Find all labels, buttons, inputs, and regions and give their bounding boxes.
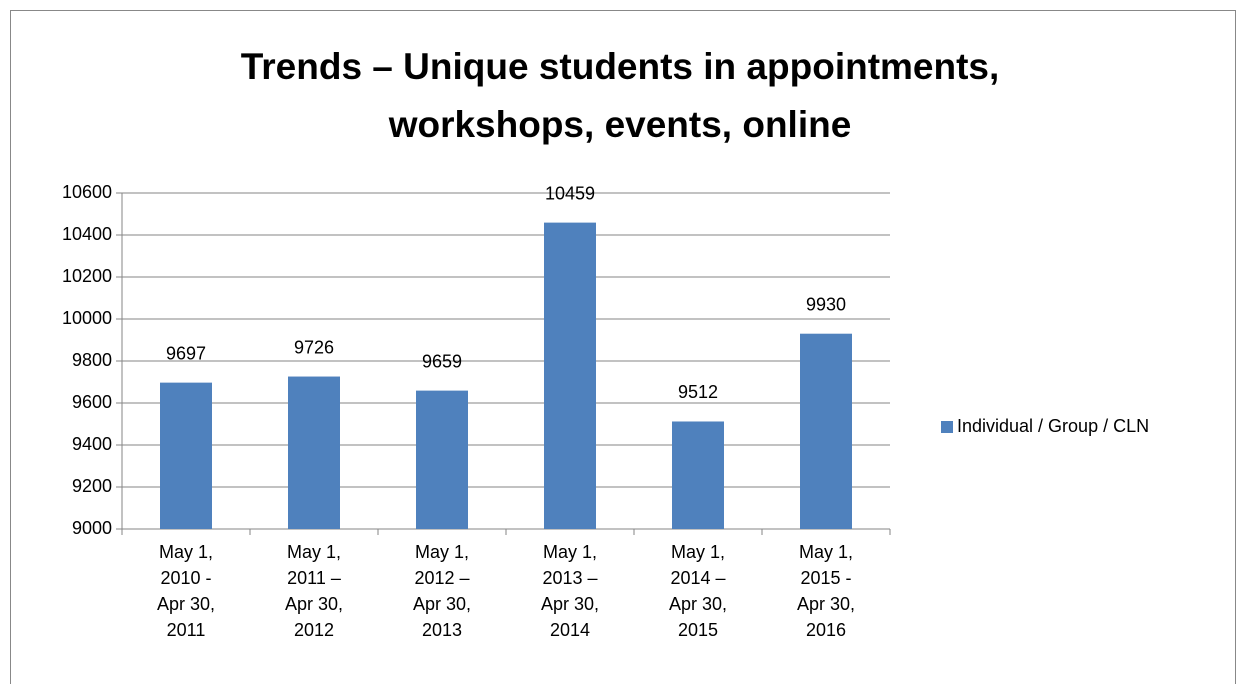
x-tick-label: May 1, 2011 – Apr 30, 2012 xyxy=(284,542,344,640)
data-label: 9697 xyxy=(166,343,206,363)
x-tick-label: May 1, 2013 – Apr 30, 2014 xyxy=(540,542,600,640)
bar xyxy=(416,390,468,529)
data-label: 10459 xyxy=(545,183,595,203)
y-tick-label: 9000 xyxy=(72,518,112,538)
chart-frame xyxy=(10,10,1236,684)
data-label: 9512 xyxy=(678,382,718,402)
y-tick-label: 10000 xyxy=(62,308,112,328)
data-label: 9659 xyxy=(422,351,462,371)
bar xyxy=(288,376,340,529)
bar xyxy=(160,382,212,529)
data-label: 9726 xyxy=(294,337,334,357)
y-tick-label: 9600 xyxy=(72,392,112,412)
legend-swatch xyxy=(941,421,953,433)
y-tick-label: 9400 xyxy=(72,434,112,454)
x-tick-label: May 1, 2010 - Apr 30, 2011 xyxy=(156,542,216,640)
bar xyxy=(672,421,724,529)
chart-title: Trends – Unique students in appointments… xyxy=(240,46,1000,145)
y-tick-label: 10600 xyxy=(62,182,112,202)
y-tick-label: 10200 xyxy=(62,266,112,286)
bar xyxy=(544,222,596,530)
legend-label: Individual / Group / CLN xyxy=(957,416,1149,436)
x-tick-label: May 1, 2015 - Apr 30, 2016 xyxy=(796,542,856,640)
y-tick-label: 9200 xyxy=(72,476,112,496)
y-tick-label: 10400 xyxy=(62,224,112,244)
y-tick-label: 9800 xyxy=(72,350,112,370)
x-tick-label: May 1, 2014 – Apr 30, 2015 xyxy=(668,542,728,640)
bar xyxy=(800,333,852,529)
data-label: 9930 xyxy=(806,294,846,314)
x-tick-label: May 1, 2012 – Apr 30, 2013 xyxy=(412,542,472,640)
